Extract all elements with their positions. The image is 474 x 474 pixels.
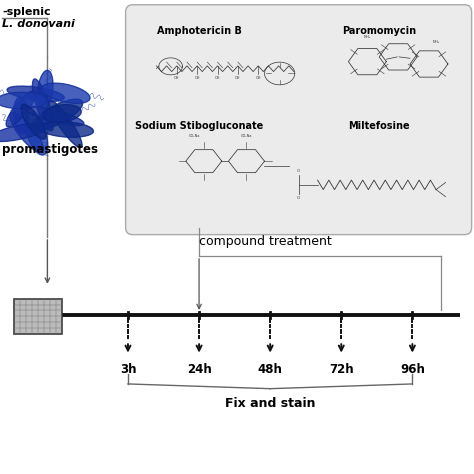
FancyBboxPatch shape <box>126 5 472 235</box>
Text: O: O <box>297 196 300 200</box>
Polygon shape <box>7 86 64 101</box>
Polygon shape <box>21 104 46 139</box>
Text: 3h: 3h <box>120 363 136 375</box>
Text: 72h: 72h <box>329 363 354 375</box>
Text: 48h: 48h <box>258 363 283 375</box>
Polygon shape <box>43 105 81 122</box>
Text: Paromomycin: Paromomycin <box>342 26 416 36</box>
Text: O: O <box>297 169 300 173</box>
Text: OH: OH <box>194 76 200 80</box>
Text: L. donovani: L. donovani <box>2 18 75 29</box>
Text: 24h: 24h <box>187 363 211 375</box>
Polygon shape <box>39 122 93 137</box>
Polygon shape <box>48 100 82 147</box>
Polygon shape <box>14 98 29 134</box>
Text: OH: OH <box>255 76 261 80</box>
Polygon shape <box>0 92 47 109</box>
Text: NH₂: NH₂ <box>432 40 440 44</box>
Polygon shape <box>37 70 53 110</box>
Text: promastigotes: promastigotes <box>2 143 99 156</box>
Polygon shape <box>32 79 53 131</box>
FancyBboxPatch shape <box>14 299 62 334</box>
Text: 96h: 96h <box>400 363 425 375</box>
Text: Amphotericin B: Amphotericin B <box>156 26 242 36</box>
Text: Fix and stain: Fix and stain <box>225 397 315 410</box>
Polygon shape <box>32 99 82 130</box>
Polygon shape <box>10 112 43 152</box>
Text: Sodium Stibogluconate: Sodium Stibogluconate <box>135 121 263 131</box>
Text: CO₂Na: CO₂Na <box>241 135 252 138</box>
Text: compound treatment: compound treatment <box>199 235 332 248</box>
Text: -splenic: -splenic <box>2 7 51 17</box>
Text: Miltefosine: Miltefosine <box>348 121 410 131</box>
Text: OH: OH <box>215 76 220 80</box>
Text: OH: OH <box>235 76 241 80</box>
Text: OH: OH <box>174 76 180 80</box>
Polygon shape <box>25 113 48 155</box>
Polygon shape <box>6 91 36 127</box>
Text: NH₂: NH₂ <box>364 35 371 39</box>
Polygon shape <box>24 106 84 126</box>
Text: CO₂Na: CO₂Na <box>189 135 200 138</box>
Polygon shape <box>42 83 90 103</box>
Polygon shape <box>0 123 47 142</box>
